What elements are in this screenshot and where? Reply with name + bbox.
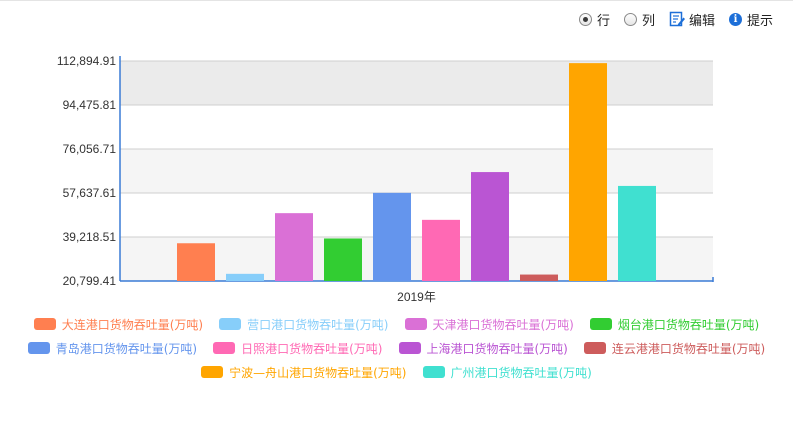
legend-item[interactable]: 烟台港口货物吞吐量(万吨) (589, 316, 760, 333)
bar (373, 192, 411, 281)
legend-row: 宁波—舟山港口货物吞吐量(万吨) 广州港口货物吞吐量(万吨) (0, 360, 793, 384)
bar (471, 172, 509, 281)
legend-swatch (27, 342, 50, 354)
info-icon: i (728, 12, 742, 26)
top-divider (0, 0, 793, 1)
legend-swatch (398, 342, 421, 354)
legend-swatch (201, 366, 224, 378)
legend-item[interactable]: 连云港港口货物吞吐量(万吨) (583, 340, 766, 357)
legend-label: 烟台港口货物吞吐量(万吨) (617, 317, 760, 332)
chart-toolbar: 行 列 编辑 i 提示 (565, 10, 773, 29)
y-tick-label: 76,056.71 (63, 142, 117, 156)
legend-item[interactable]: 天津港口货物吞吐量(万吨) (404, 316, 574, 333)
legend-swatch (589, 318, 612, 330)
bar (324, 238, 362, 281)
y-tick-label: 57,637.61 (63, 186, 117, 200)
edit-icon (669, 11, 685, 27)
edit-label: 编辑 (688, 13, 715, 29)
y-tick-label: 94,475.81 (63, 98, 117, 112)
y-tick-label: 39,218.51 (63, 230, 117, 244)
y-tick-label: 20,799.41 (63, 274, 117, 288)
edit-button[interactable]: 编辑 (669, 10, 715, 29)
legend-item[interactable]: 日照港口货物吞吐量(万吨) (213, 340, 383, 357)
bar-chart: 20,799.41 39,218.51 57,637.61 76,056.71 94,4… (57, 54, 714, 304)
legend-item[interactable]: 大连港口货物吞吐量(万吨) (33, 316, 204, 333)
grid-band (120, 149, 713, 193)
row-radio-label: 行 (596, 13, 610, 29)
bar (520, 274, 558, 281)
grid-band (120, 193, 713, 237)
bar (177, 243, 215, 281)
y-tick-label: 112,894.91 (57, 54, 116, 68)
legend-item[interactable]: 广州港口货物吞吐量(万吨) (422, 364, 592, 381)
legend-label: 营口港口货物吞吐量(万吨) (247, 317, 389, 332)
bar (618, 185, 656, 281)
legend-swatch (219, 318, 242, 330)
legend-swatch (33, 318, 56, 330)
legend-row: 青岛港口货物吞吐量(万吨) 日照港口货物吞吐量(万吨) 上海港口货物吞吐量(万吨) 连… (0, 336, 793, 360)
legend-item[interactable]: 青岛港口货物吞吐量(万吨) (27, 340, 198, 357)
legend-row: 大连港口货物吞吐量(万吨) 营口港口货物吞吐量(万吨) 天津港口货物吞吐量(万吨) 烟… (0, 312, 793, 336)
column-radio-label: 列 (641, 13, 655, 29)
legend-swatch (422, 366, 445, 378)
legend-item[interactable]: 上海港口货物吞吐量(万吨) (398, 340, 568, 357)
column-radio-option[interactable]: 列 (623, 10, 655, 29)
legend-label: 连云港港口货物吞吐量(万吨) (611, 341, 766, 356)
bar (275, 213, 313, 281)
legend-item[interactable]: 宁波—舟山港口货物吞吐量(万吨) (201, 364, 407, 381)
legend-swatch (404, 318, 427, 330)
hint-button[interactable]: i 提示 (728, 10, 773, 29)
legend-label: 宁波—舟山港口货物吞吐量(万吨) (229, 365, 407, 380)
legend-label: 上海港口货物吞吐量(万吨) (426, 341, 568, 356)
legend-label: 大连港口货物吞吐量(万吨) (61, 317, 204, 332)
chart-legend: 大连港口货物吞吐量(万吨) 营口港口货物吞吐量(万吨) 天津港口货物吞吐量(万吨) 烟… (0, 312, 793, 384)
column-radio-icon[interactable] (623, 12, 637, 26)
hint-label: 提示 (746, 13, 773, 29)
legend-label: 青岛港口货物吞吐量(万吨) (55, 341, 198, 356)
legend-label: 广州港口货物吞吐量(万吨) (450, 365, 592, 380)
legend-label: 天津港口货物吞吐量(万吨) (432, 317, 574, 332)
bar (226, 273, 264, 281)
legend-swatch (213, 342, 236, 354)
row-radio-option[interactable]: 行 (578, 10, 610, 29)
grid-band (120, 105, 713, 149)
legend-swatch (583, 342, 606, 354)
bar (422, 219, 460, 281)
row-radio-icon[interactable] (578, 12, 592, 26)
grid-band (120, 237, 713, 281)
legend-item[interactable]: 营口港口货物吞吐量(万吨) (219, 316, 389, 333)
x-category-label: 2019年 (397, 290, 436, 304)
bar (569, 63, 607, 281)
grid-band-top (120, 61, 713, 105)
legend-label: 日照港口货物吞吐量(万吨) (241, 341, 383, 356)
